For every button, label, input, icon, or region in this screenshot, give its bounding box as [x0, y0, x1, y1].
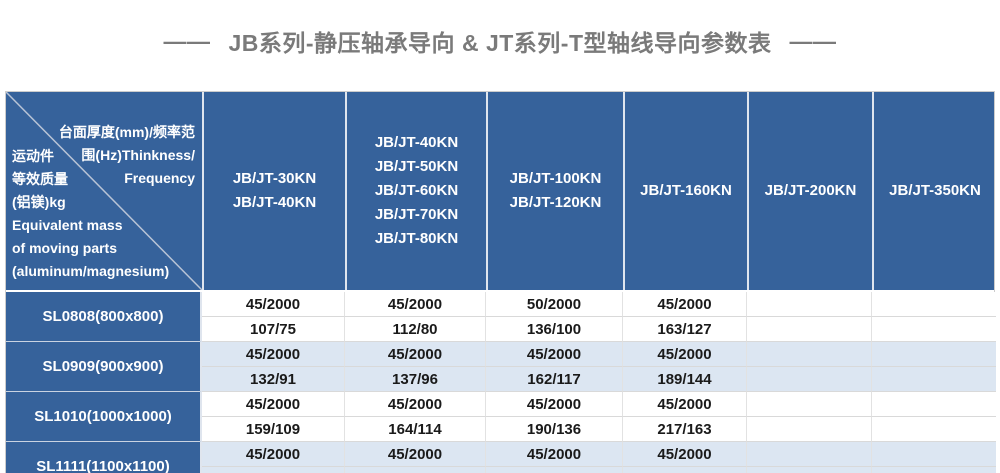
corner-top-right-line: 台面厚度(mm)/频率范: [58, 124, 195, 140]
data-cell: [345, 467, 486, 473]
data-cell: 45/2000: [345, 342, 486, 367]
corner-top-right-line: Frequency: [124, 170, 195, 186]
column-header-line: JB/JT-100KN: [509, 170, 602, 187]
column-header: JB/JT-100KN JB/JT-120KN: [486, 92, 623, 290]
column-header: JB/JT-160KN: [623, 92, 747, 290]
data-cell: [872, 417, 996, 442]
data-cell: 45/2000: [486, 392, 623, 417]
title-text: JB系列-静压轴承导向 & JT系列-T型轴线导向参数表: [228, 30, 772, 56]
corner-bottom-left-label: 运动件等效质量 (铝镁)kg Equivalent mass of moving pa…: [12, 145, 169, 283]
data-cell: [747, 392, 872, 417]
column-header-line: JB/JT-350KN: [889, 182, 981, 199]
column-header: JB/JT-40KN JB/JT-50KN JB/JT-60KN JB/JT-70KN…: [345, 92, 486, 290]
data-cell: [872, 342, 996, 367]
data-cell: 159/109: [202, 417, 345, 442]
data-cell: [872, 467, 996, 473]
data-cell: [747, 292, 872, 317]
corner-bottom-left-line: Equivalent mass: [12, 217, 123, 233]
data-cell: 45/2000: [202, 342, 345, 367]
column-header-line: JB/JT-120KN: [509, 194, 602, 211]
corner-header-cell: 台面厚度(mm)/频率范围(Hz)Thinkness/Frequency 运动件…: [6, 92, 202, 290]
data-cell: 45/2000: [623, 292, 747, 317]
corner-bottom-left-line: 运动件: [12, 148, 54, 164]
row-label: SL0909(900x900): [6, 342, 202, 392]
table-body: SL0808(800x800) 45/2000 45/2000 50/2000 45/2…: [6, 292, 996, 473]
title-dash-left: ——: [163, 27, 211, 54]
data-cell: 190/136: [486, 417, 623, 442]
data-cell: [747, 317, 872, 342]
column-header-line: JB/JT-50KN: [374, 158, 459, 175]
column-header-line: JB/JT-200KN: [764, 182, 857, 199]
data-cell: 137/96: [345, 367, 486, 392]
data-cell: 45/2000: [345, 292, 486, 317]
data-cell: 112/80: [345, 317, 486, 342]
column-header: JB/JT-30KN JB/JT-40KN: [202, 92, 345, 290]
corner-diagonal-line: [6, 92, 202, 290]
column-header-line: JB/JT-30KN: [232, 170, 317, 187]
data-cell: 132/91: [202, 367, 345, 392]
data-cell: [747, 342, 872, 367]
data-cell: 45/2000: [345, 392, 486, 417]
data-cell: 189/144: [623, 367, 747, 392]
data-cell: 45/2000: [486, 442, 623, 467]
data-cell: [623, 467, 747, 473]
row-label: SL1111(1100x1100): [6, 442, 202, 473]
data-cell: [202, 467, 345, 473]
data-cell: 164/114: [345, 417, 486, 442]
data-cell: 217/163: [623, 417, 747, 442]
corner-bottom-left-line: of moving parts: [12, 240, 118, 256]
table-header-row: 台面厚度(mm)/频率范围(Hz)Thinkness/Frequency 运动件…: [6, 92, 994, 292]
title-dash-right: ——: [789, 27, 837, 54]
corner-bottom-left-line: (铝镁)kg: [12, 194, 66, 210]
row-label: SL1010(1000x1000): [6, 392, 202, 442]
page-title: —— JB系列-静压轴承导向 & JT系列-T型轴线导向参数表 ——: [0, 24, 1000, 58]
parameter-table: 台面厚度(mm)/频率范围(Hz)Thinkness/Frequency 运动件…: [5, 91, 996, 473]
column-header-line: JB/JT-60KN: [374, 182, 459, 199]
column-header-line: JB/JT-160KN: [640, 182, 732, 199]
data-cell: 45/2000: [623, 392, 747, 417]
data-cell: 107/75: [202, 317, 345, 342]
data-cell: [872, 367, 996, 392]
column-header-line: JB/JT-40KN: [374, 134, 459, 151]
data-cell: [747, 467, 872, 473]
data-cell: 45/2000: [202, 392, 345, 417]
data-cell: 45/2000: [202, 442, 345, 467]
data-cell: [872, 442, 996, 467]
column-header: JB/JT-200KN: [747, 92, 872, 290]
data-cell: [747, 367, 872, 392]
row-label: SL0808(800x800): [6, 292, 202, 342]
column-header: JB/JT-350KN: [872, 92, 996, 290]
data-cell: 162/117: [486, 367, 623, 392]
data-cell: [872, 317, 996, 342]
data-cell: 136/100: [486, 317, 623, 342]
data-cell: [872, 392, 996, 417]
corner-top-right-label: 台面厚度(mm)/频率范围(Hz)Thinkness/Frequency: [59, 121, 195, 190]
corner-bottom-left-line: 等效质量: [12, 171, 68, 187]
data-cell: [486, 467, 623, 473]
column-header-line: JB/JT-80KN: [374, 230, 459, 247]
data-cell: 45/2000: [202, 292, 345, 317]
corner-bottom-left-line: (aluminum/magnesium): [12, 263, 170, 279]
data-cell: 50/2000: [486, 292, 623, 317]
data-cell: 45/2000: [623, 442, 747, 467]
data-cell: [872, 292, 996, 317]
data-cell: [747, 442, 872, 467]
column-header-line: JB/JT-40KN: [232, 194, 317, 211]
data-cell: [747, 417, 872, 442]
data-cell: 163/127: [623, 317, 747, 342]
data-cell: 45/2000: [623, 342, 747, 367]
column-header-line: JB/JT-70KN: [374, 206, 459, 223]
corner-top-right-line: 围(Hz)Thinkness/: [81, 147, 195, 163]
data-cell: 45/2000: [345, 442, 486, 467]
data-cell: 45/2000: [486, 342, 623, 367]
